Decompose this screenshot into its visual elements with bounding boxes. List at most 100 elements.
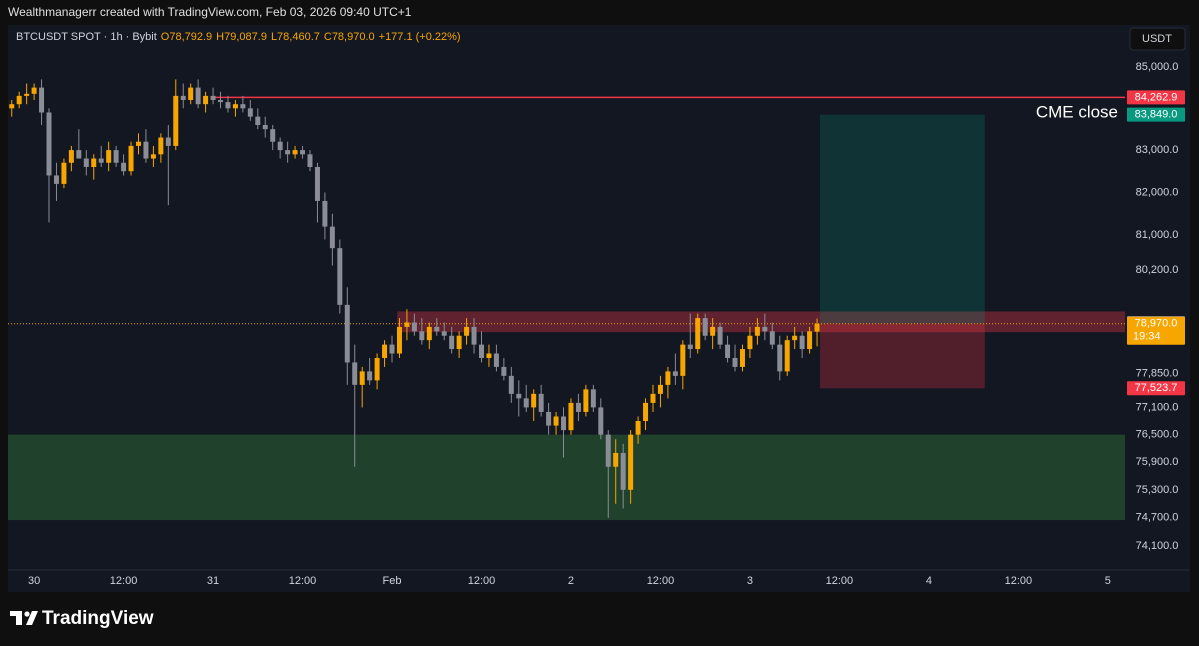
candle-body (158, 137, 164, 155)
candle-body (367, 371, 373, 381)
candle-body (352, 362, 358, 385)
candle-body (717, 326, 723, 345)
candle-body (687, 344, 693, 350)
x-tick-label: 12:00 (647, 575, 675, 587)
candle-body (150, 154, 156, 159)
price-label: 84,262.9 (1135, 91, 1178, 103)
x-tick-label: 4 (926, 575, 932, 587)
candle-body (613, 452, 619, 467)
candle-body (374, 357, 380, 381)
y-tick-label: 74,700.0 (1136, 512, 1179, 524)
y-tick-label: 82,000.0 (1136, 186, 1179, 198)
candle-body (389, 344, 395, 354)
candle-body (337, 248, 343, 305)
zone (8, 434, 1125, 521)
legend-low: L78,460.7 (271, 31, 320, 43)
candle-body (46, 112, 52, 176)
candle-body (240, 104, 246, 109)
candle-body (814, 323, 820, 332)
price-label-box (1127, 381, 1185, 396)
y-tick-label: 75,900.0 (1136, 456, 1179, 468)
candle-body (725, 344, 731, 358)
legend-close: C78,970.0 (324, 31, 375, 43)
price-label: 78,970.0 (1135, 318, 1178, 330)
x-tick-label: 2 (568, 575, 574, 587)
candle-body (247, 108, 253, 117)
candle-body (322, 200, 328, 227)
price-label-box (1127, 316, 1185, 345)
candle-body (307, 154, 313, 167)
x-tick-label: 12:00 (110, 575, 138, 587)
candle-body (203, 95, 209, 105)
currency-button-label[interactable]: USDT (1142, 33, 1172, 45)
logo-text: TradingView (42, 608, 154, 629)
footer-logo: TradingView (10, 608, 154, 629)
legend: BTCUSDT SPOT · 1h · Bybit O78,792.9 H79,… (16, 31, 461, 43)
candle-body (195, 87, 201, 105)
y-tick-label: 76,500.0 (1136, 429, 1179, 441)
candle-body (68, 150, 74, 163)
candle-body (98, 158, 104, 163)
header-bar: Wealthmanagerr created with TradingView.… (8, 5, 412, 19)
candle-body (702, 318, 708, 336)
candle-body (546, 411, 552, 426)
legend-symbol: BTCUSDT SPOT · 1h · Bybit (16, 31, 157, 43)
annotation: CME close (1036, 102, 1118, 121)
y-tick-label: 74,100.0 (1136, 540, 1179, 552)
y-tick-label: 85,000.0 (1136, 61, 1179, 73)
candle-body (277, 141, 283, 151)
candle-body (292, 150, 298, 155)
y-tick-label: 80,200.0 (1136, 264, 1179, 276)
candle-body (769, 331, 775, 345)
candle-body (344, 304, 350, 363)
zone (397, 311, 1125, 333)
candle-body (747, 335, 753, 350)
position-stop (820, 323, 985, 389)
y-tick-label: 81,000.0 (1136, 229, 1179, 241)
candle-body (61, 162, 67, 184)
candle-body (754, 326, 760, 336)
x-tick-label: 12:00 (468, 575, 496, 587)
candle-body (486, 353, 492, 358)
candle-body (478, 344, 484, 358)
legend-open: O78,792.9 (161, 31, 212, 43)
chart: USDT BTCUSDT SPOT · 1h · Bybit O78,792.9… (8, 25, 1190, 629)
candle-body (225, 102, 231, 109)
candle-body (650, 393, 656, 403)
position-target (820, 114, 985, 324)
candle-body (710, 326, 716, 336)
legend-change: +177.1 (+0.22%) (379, 31, 461, 43)
candle-body (76, 150, 82, 159)
candle-body (732, 357, 738, 367)
candle-body (762, 326, 768, 332)
candle-body (464, 326, 470, 336)
currency-button[interactable] (1129, 27, 1186, 51)
x-tick-label: Feb (383, 575, 402, 587)
candle-body (53, 175, 59, 184)
legend-high: H79,087.9 (216, 31, 267, 43)
y-tick-label: 83,000.0 (1136, 144, 1179, 156)
candle-body (210, 95, 216, 101)
candle-body (91, 158, 97, 167)
candle-body (516, 393, 522, 399)
candle-body (680, 344, 686, 376)
candle-body (538, 393, 544, 412)
candle-body (314, 166, 320, 201)
candle-body (218, 100, 224, 103)
candle-body (493, 353, 499, 367)
candle-body (471, 326, 477, 345)
candle-body (31, 87, 37, 94)
candle-body (232, 104, 238, 109)
candle-body (777, 344, 783, 372)
candle-body (16, 95, 22, 105)
candle-body (531, 393, 537, 408)
candle-body (456, 335, 462, 350)
candle-body (598, 407, 604, 435)
price-countdown: 19:34 (1133, 331, 1161, 343)
candle-body (739, 349, 745, 367)
logo-mark (24, 611, 30, 617)
candle-body (300, 150, 306, 155)
price-label-box (1127, 107, 1185, 122)
candle-body (643, 402, 649, 422)
